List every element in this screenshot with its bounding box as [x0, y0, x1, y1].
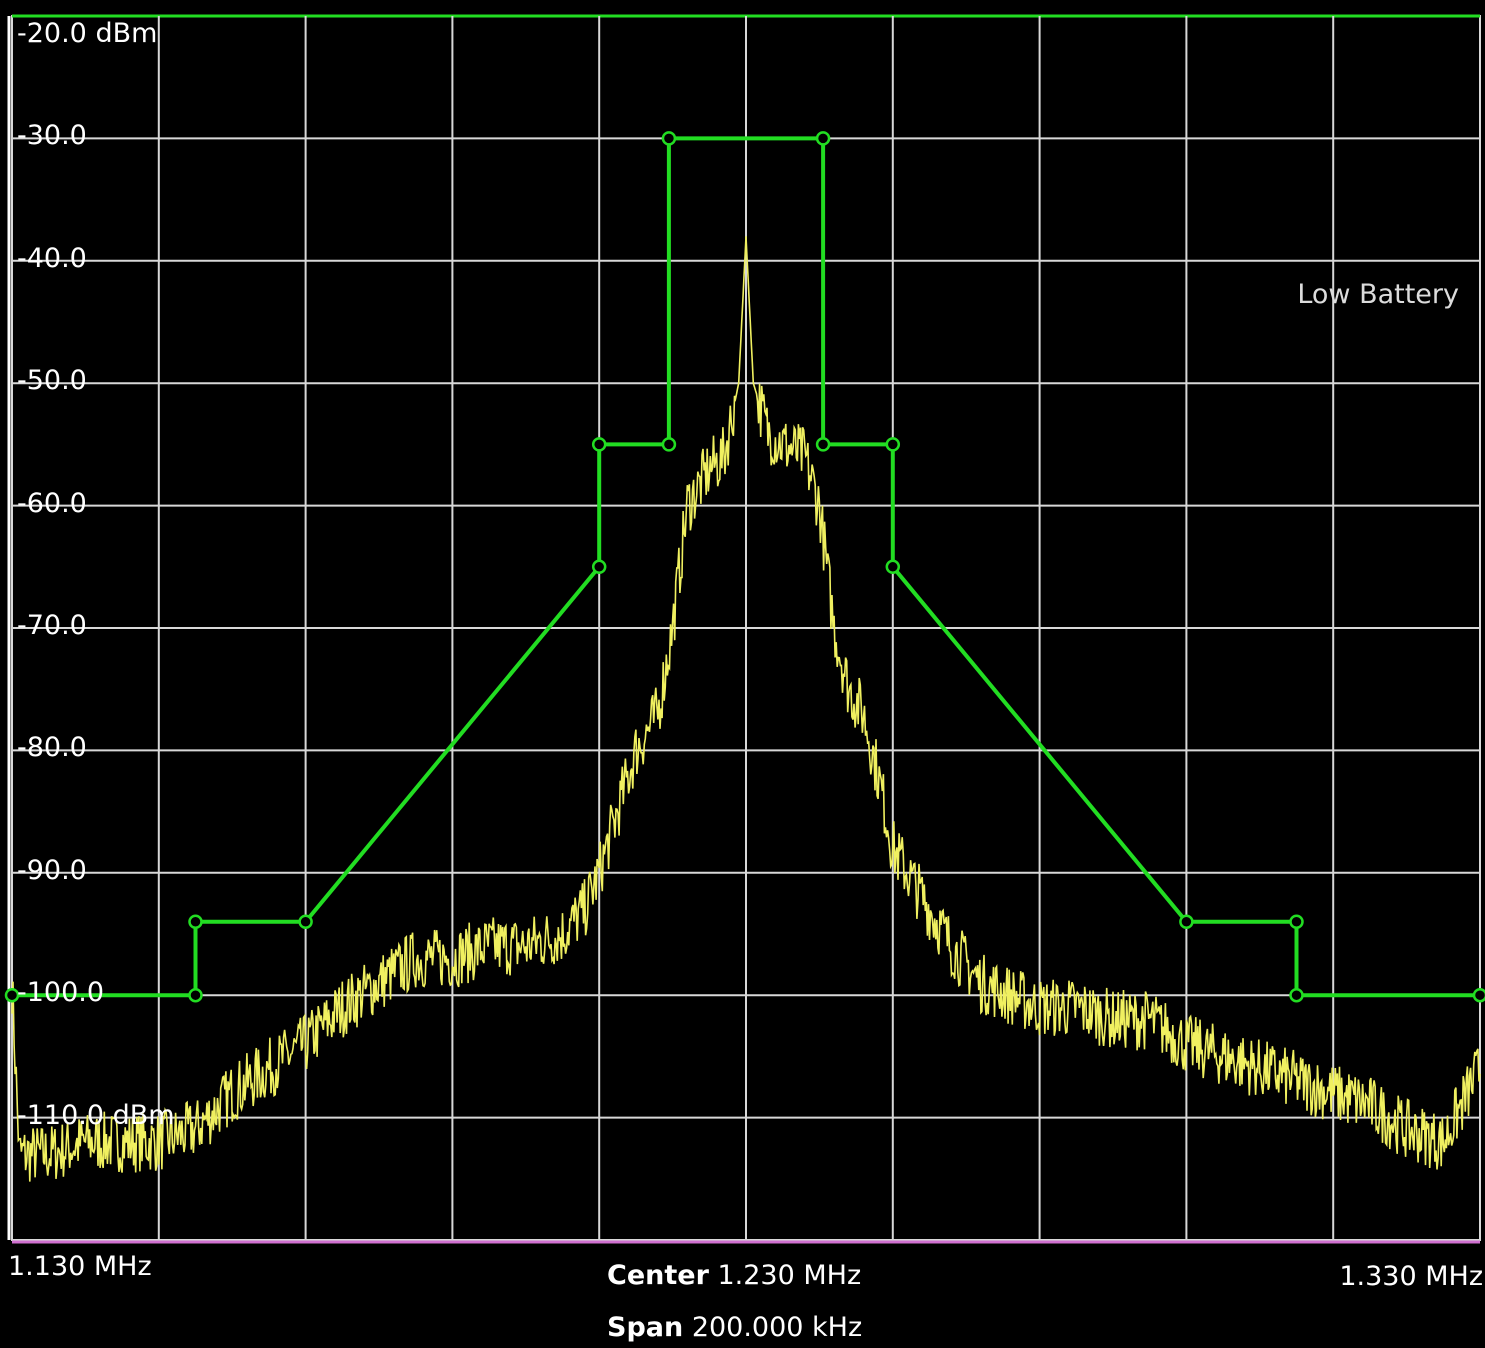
- y-tick-label: -80.0: [17, 732, 87, 764]
- span-value: 200.000 kHz: [691, 1312, 863, 1343]
- span-label: Span: [607, 1312, 684, 1343]
- center-label: Center: [607, 1260, 709, 1291]
- y-tick-label: -20.0 dBm: [17, 18, 158, 49]
- limit-mask-line: [12, 136, 1480, 998]
- mask-vertex-marker: [298, 914, 313, 930]
- start-frequency-label: 1.130 MHz: [8, 1251, 152, 1282]
- low-battery-status: Low Battery: [1297, 279, 1459, 310]
- mask-vertex-marker: [815, 131, 831, 146]
- mask-vertex-marker: [591, 437, 607, 452]
- y-tick-label: -90.0: [17, 854, 87, 886]
- spectrum-trace-line: [11, 236, 1481, 1182]
- mask-vertex-marker: [661, 437, 677, 452]
- mask-vertex-marker: [188, 987, 203, 1003]
- mask-vertex-marker: [591, 559, 607, 575]
- y-tick-label: -100.0: [17, 977, 105, 1009]
- limit-mask-layer: [4, 131, 1485, 1003]
- y-tick-label: -70.0: [17, 610, 87, 641]
- mask-vertex-marker: [1289, 987, 1304, 1003]
- mask-vertex-marker: [885, 437, 901, 452]
- mask-vertex-marker: [1289, 914, 1304, 930]
- mask-vertex-marker: [815, 437, 831, 452]
- mask-vertex-marker: [1472, 987, 1485, 1003]
- y-tick-label: -40.0: [17, 242, 87, 274]
- y-tick-label: -60.0: [17, 487, 87, 519]
- mask-vertex-marker: [188, 914, 203, 930]
- y-tick-label: -30.0: [17, 120, 87, 152]
- span-readout: Span 200.000 kHz: [607, 1312, 862, 1343]
- spectrum-trace-layer: [11, 236, 1481, 1182]
- y-tick-label: -110.0 dBm: [17, 1099, 175, 1131]
- y-tick-label: -50.0: [17, 365, 87, 397]
- mask-vertex-marker: [661, 131, 677, 146]
- mask-vertex-marker: [4, 987, 20, 1003]
- mask-vertex-marker: [885, 559, 901, 575]
- stop-frequency-label: 1.330 MHz: [1339, 1261, 1483, 1292]
- mask-vertex-marker: [1179, 914, 1194, 930]
- center-value: 1.230 MHz: [717, 1260, 862, 1291]
- center-frequency-readout: Center 1.230 MHz: [607, 1260, 861, 1291]
